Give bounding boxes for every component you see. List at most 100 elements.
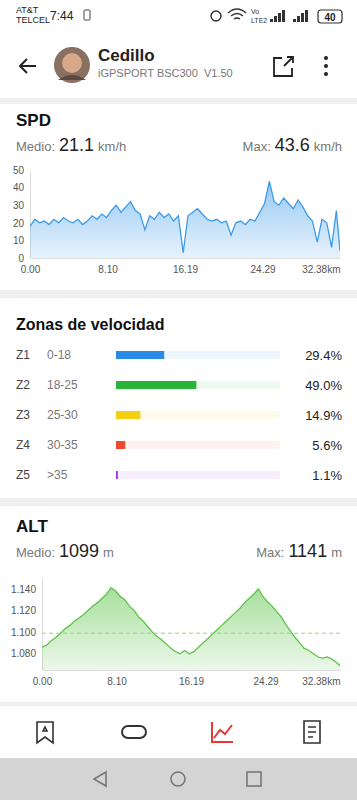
signal-bar xyxy=(282,10,285,22)
tick-label: 1.140 xyxy=(11,584,36,595)
tick-label: 1.120 xyxy=(11,605,36,616)
tick: 50 xyxy=(13,165,30,176)
tick-label: 1.080 xyxy=(11,648,36,659)
tick: 20 xyxy=(13,218,30,229)
back-key[interactable] xyxy=(94,772,106,786)
bars xyxy=(116,351,280,479)
tick: 32.38km xyxy=(302,670,340,687)
summary-unit: m xyxy=(103,545,114,560)
chart-title: ALT xyxy=(16,517,48,536)
chart-title: SPD xyxy=(16,111,51,130)
bar xyxy=(116,351,164,359)
signal-bar xyxy=(274,16,277,22)
wifi-icon xyxy=(228,9,246,19)
data-label: 1.1% xyxy=(312,468,342,483)
summary: Medio:21.1km/h xyxy=(16,135,126,155)
chart: SPDMedio:21.1km/hMax:43.6km/h01020304050… xyxy=(13,111,342,275)
summary-value: 1141 xyxy=(288,541,327,561)
bar-track xyxy=(116,441,280,449)
battery-icon xyxy=(318,10,342,23)
menu-dot xyxy=(324,72,328,76)
data-label: 49.0% xyxy=(305,378,342,393)
summary: Medio:1099m xyxy=(16,541,114,561)
chart: ALTMedio:1099mMax:1141m1.0801.1001.1201.… xyxy=(11,517,342,687)
avatar xyxy=(54,47,90,83)
summary-label: Max: xyxy=(243,139,271,154)
tick: 24.29 xyxy=(254,670,279,687)
bar-track xyxy=(116,471,280,479)
chart: Zonas de velocidadZ10-1829.4%Z218-2549.0… xyxy=(16,316,342,483)
tick-label: 32.38km xyxy=(302,264,340,275)
plot-area xyxy=(42,588,340,670)
summary-value: 1099 xyxy=(59,541,99,561)
bar-track xyxy=(116,411,280,419)
tick: 1.080 xyxy=(11,648,42,659)
tick-label: 20 xyxy=(13,218,25,229)
range-label: 0-18 xyxy=(47,348,71,362)
tick: 40 xyxy=(13,182,30,193)
status-bar: AT&TTELCEL7:44VoLTE240 xyxy=(0,0,357,36)
bookmark-tab[interactable] xyxy=(37,722,53,743)
home-key[interactable] xyxy=(171,772,185,786)
tick: 1.140 xyxy=(11,584,42,595)
summary-label: Medio: xyxy=(16,139,55,154)
line xyxy=(30,181,340,252)
y-axis: 1.080 1.100 1.120 1.140 xyxy=(11,579,43,671)
signal-bar xyxy=(278,13,281,22)
area-fill xyxy=(30,181,340,258)
card xyxy=(0,298,357,498)
back-button[interactable] xyxy=(20,59,36,73)
sim-icon xyxy=(84,10,90,20)
signal-bar xyxy=(305,10,308,22)
line xyxy=(42,588,340,666)
battery: 40 xyxy=(324,12,336,23)
tick: 8.10 xyxy=(98,258,118,275)
signal-bar xyxy=(270,19,273,22)
carrier: TELCEL xyxy=(16,15,50,25)
category-label: Z3 xyxy=(16,408,30,422)
x-axis: 0.008.1016.1924.2932.38km xyxy=(21,258,341,275)
tick: 24.29 xyxy=(251,258,276,275)
range-label: 18-25 xyxy=(47,378,78,392)
status-bar-bg xyxy=(0,0,357,36)
summary-unit: km/h xyxy=(98,139,126,154)
tick-label: 10 xyxy=(13,235,25,246)
signal-bar xyxy=(297,16,300,22)
share-button[interactable] xyxy=(274,57,293,76)
tick-label: 1.100 xyxy=(11,627,36,638)
chart-tab[interactable] xyxy=(212,722,233,742)
route-tab[interactable] xyxy=(122,726,146,738)
avatar-face xyxy=(62,53,82,73)
category-label: Z2 xyxy=(16,378,30,392)
tick: 30 xyxy=(13,200,30,211)
card xyxy=(0,104,357,290)
alarm-icon xyxy=(211,11,221,21)
tick-label: 40 xyxy=(13,182,25,193)
network: Vo xyxy=(251,8,259,15)
x-axis: 0.008.1016.1924.2932.38km xyxy=(33,670,341,687)
tick-label: 16.19 xyxy=(173,264,198,275)
data-label: 29.4% xyxy=(305,348,342,363)
summary-value: 43.6 xyxy=(275,135,310,155)
tick-label: 24.29 xyxy=(251,264,276,275)
mean-line xyxy=(42,633,340,634)
tick-label: 0.00 xyxy=(33,676,53,687)
bar xyxy=(116,441,125,449)
range-label: 25-30 xyxy=(47,408,78,422)
range-label: 30-35 xyxy=(47,438,78,452)
tick-label: 24.29 xyxy=(254,676,279,687)
summary-unit: m xyxy=(331,545,342,560)
summary-label: Max: xyxy=(256,545,284,560)
tick-label: 8.10 xyxy=(107,676,127,687)
category-label: Z4 xyxy=(16,438,30,452)
area-fill xyxy=(42,588,340,670)
recent-key[interactable] xyxy=(247,772,261,786)
bar-track xyxy=(116,351,280,359)
bar xyxy=(116,411,140,419)
detail-tab[interactable] xyxy=(304,721,320,743)
data-label: 14.9% xyxy=(305,408,342,423)
menu-dot xyxy=(324,56,328,60)
tick: 10 xyxy=(13,235,30,246)
menu-dot xyxy=(324,64,328,68)
header-bg xyxy=(0,36,357,98)
